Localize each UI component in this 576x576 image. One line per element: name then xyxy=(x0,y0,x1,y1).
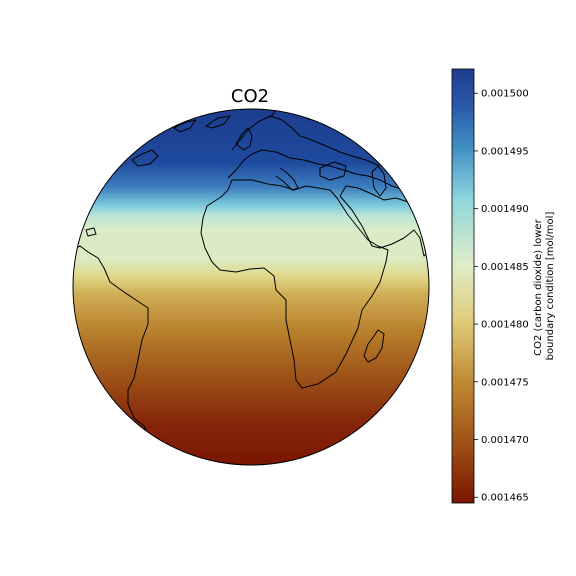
colorbar-label-line-1: CO2 (carbon dioxide) lower xyxy=(533,218,544,355)
globe xyxy=(72,108,430,466)
colorbar-tick-label: 0.001475 xyxy=(481,377,529,388)
colorbar-tick-label: 0.001490 xyxy=(481,204,529,215)
coastline-black-sea xyxy=(319,161,347,181)
globe-outline xyxy=(72,108,430,466)
colorbar-tick-label: 0.001485 xyxy=(481,262,529,273)
colorbar-label-line-2: boundary condition [mol/mol] xyxy=(545,212,556,361)
colorbar-tick-label: 0.001495 xyxy=(481,146,529,157)
coastline-europe-north xyxy=(231,115,381,167)
colorbar-tick-label: 0.001480 xyxy=(481,320,529,331)
coastline-arctic-2 xyxy=(205,115,231,129)
colorbar: 0.001500 0.001495 0.001490 0.001485 0.001480… xyxy=(451,68,556,504)
colorbar-label: CO2 (carbon dioxide) lower boundary cond… xyxy=(533,212,556,361)
coastline-madagascar xyxy=(363,329,385,363)
colorbar-tick-label: 0.001470 xyxy=(481,435,529,446)
coastline-british-isles xyxy=(235,127,253,151)
colorbar-tick-label: 0.001465 xyxy=(481,493,529,504)
coastline-greenland xyxy=(131,149,159,167)
globe-field xyxy=(73,109,429,465)
colorbar-tick-label: 0.001500 xyxy=(481,89,529,100)
coastline-caribbean xyxy=(85,227,97,237)
coastline-europe xyxy=(227,149,427,201)
coastline-africa xyxy=(200,179,389,389)
map-title: CO2 xyxy=(231,86,269,107)
coastline-italy xyxy=(275,167,299,191)
coastline-arctic-1 xyxy=(173,119,197,133)
colorbar-scale xyxy=(451,68,475,504)
colorbar-ticks: 0.001500 0.001495 0.001490 0.001485 0.001480… xyxy=(474,89,529,504)
coastline-caspian xyxy=(371,165,387,197)
